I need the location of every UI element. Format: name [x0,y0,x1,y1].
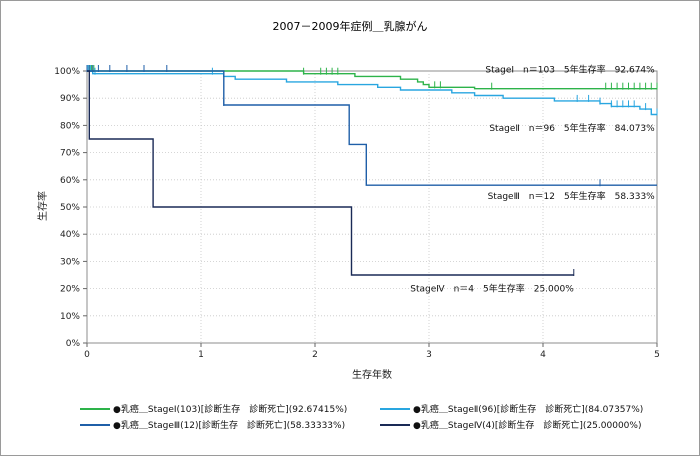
y-tick-label: 70% [60,149,80,159]
x-tick-label: 5 [654,350,660,360]
y-tick-label: 30% [60,257,80,267]
y-tick-label: 100% [54,67,80,77]
x-tick-label: 2 [312,350,318,360]
y-tick-label: 80% [60,121,80,131]
series-group-1 [87,65,658,90]
grid [87,71,657,343]
series-group-3 [86,65,657,187]
axis-ticks: 0% 10% 20% 30% 40% 50% 60% 70% 80% 90% 100% 0 1 2 3 4 5 [54,67,660,360]
y-tick-label: 50% [60,203,80,213]
x-tick-label: 4 [540,350,546,360]
legend-label: ●乳癌＿StageⅣ(4)[診断生存 診断死亡](25.00000%) [413,419,641,431]
chart-title: 2007－2009年症例＿乳腺がん [273,19,428,33]
legend-label: ●乳癌＿StageⅠ(103)[診断生存 診断死亡](92.67415%) [113,403,347,415]
legend: ●乳癌＿StageⅠ(103)[診断生存 診断死亡](92.67415%) ●乳癌… [80,403,643,431]
legend-label: ●乳癌＿StageⅡ(96)[診断生存 診断死亡](84.07357%) [413,403,643,415]
series-annotation: StageⅢ n＝12 5年生存率 58.333% [488,190,656,202]
legend-label: ●乳癌＿StageⅢ(12)[診断生存 診断死亡](58.33333%) [113,419,345,431]
x-tick-label: 1 [198,350,204,360]
y-tick-label: 0% [66,339,81,349]
y-axis-label: 生存率 [36,191,49,221]
y-tick-label: 90% [60,94,80,104]
series-annotation: StageⅠ n＝103 5年生存率 92.674% [485,63,655,75]
annotations: StageⅠ n＝103 5年生存率 92.674% StageⅡ n＝96 5年… [410,63,655,294]
x-tick-label: 0 [84,350,90,360]
series-group-2 [87,65,658,116]
series-annotation: StageⅡ n＝96 5年生存率 84.073% [489,122,655,134]
y-tick-label: 20% [60,285,80,295]
series-group-4 [87,70,575,276]
series-line-4 [87,70,574,276]
series-layer [86,65,658,276]
series-line-1 [87,70,657,90]
y-tick-label: 40% [60,230,80,240]
x-tick-label: 3 [426,350,432,360]
y-tick-label: 10% [60,312,80,322]
series-line-3 [87,70,657,186]
series-annotation: StageⅣ n＝4 5年生存率 25.000% [410,282,574,294]
x-axis-label: 生存年数 [352,368,392,381]
y-tick-label: 60% [60,176,80,186]
